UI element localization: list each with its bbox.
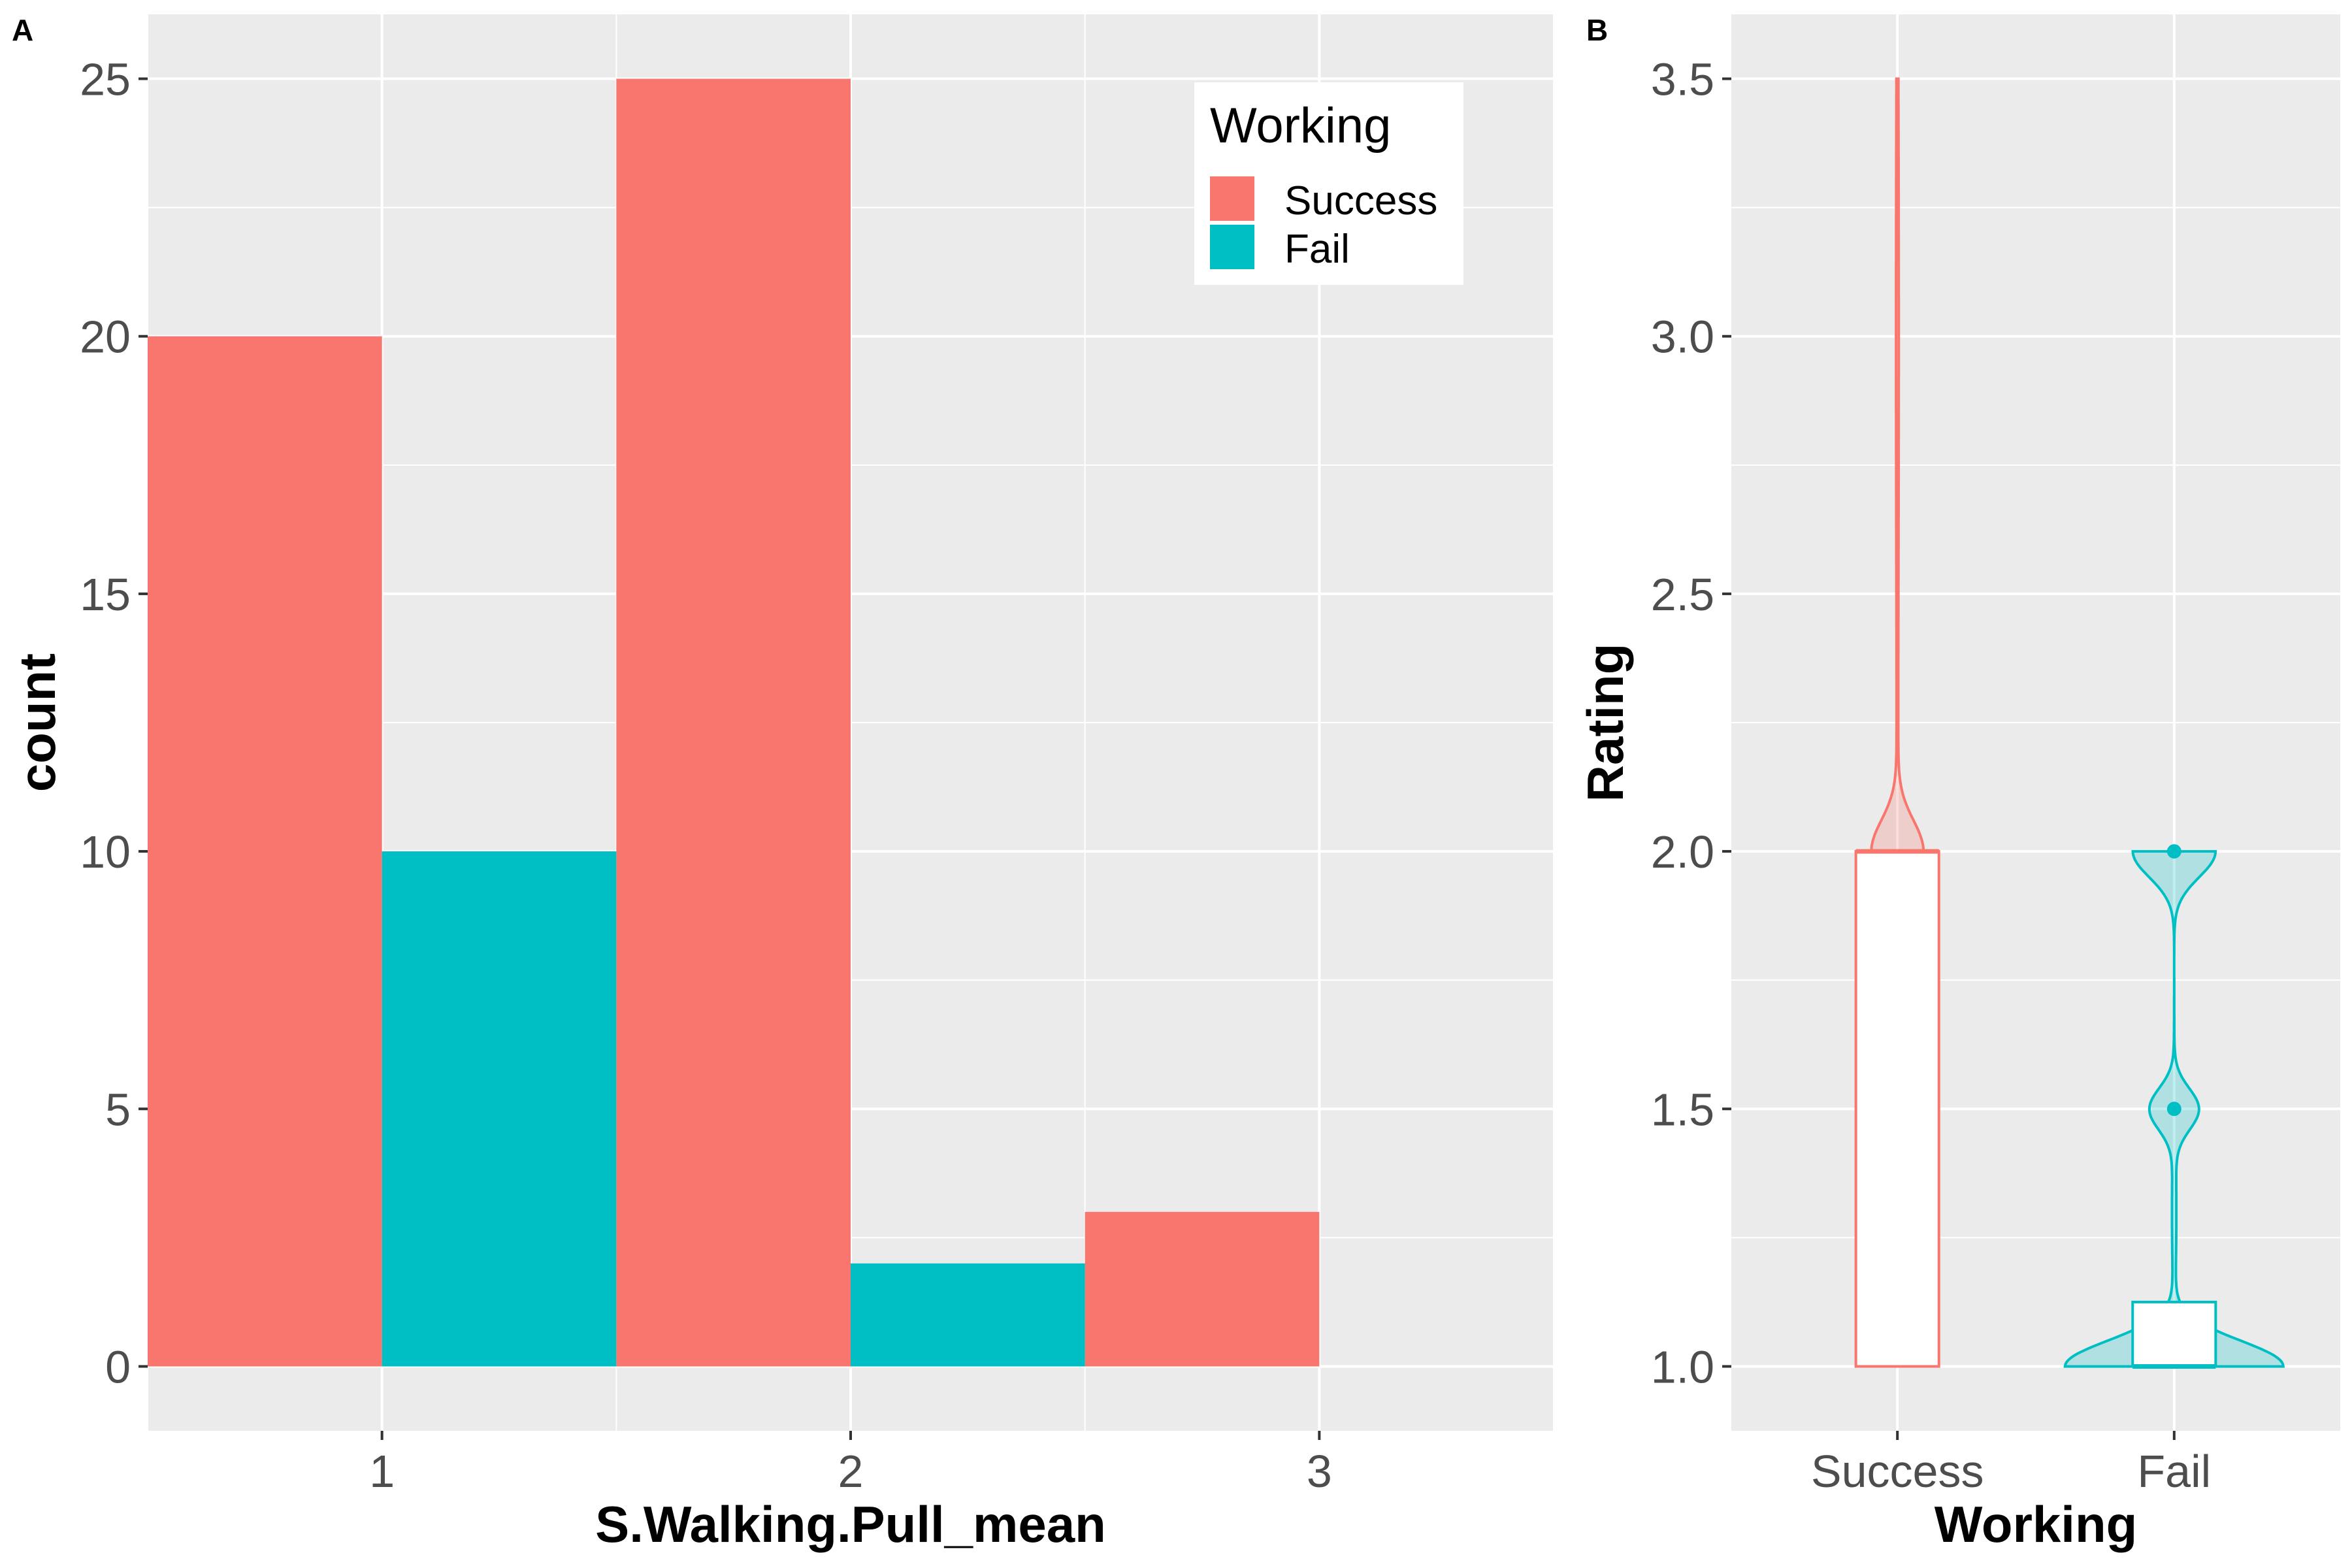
y-tick-label: 1.0	[1651, 1341, 1714, 1392]
panel-a-y-axis: 0 5 10 15 20 25	[80, 54, 148, 1392]
y-tick-label: 25	[80, 54, 131, 105]
x-tick-label: Success	[1811, 1446, 1984, 1497]
legend-key-fail	[1210, 225, 1254, 269]
x-tick-label: 3	[1307, 1446, 1332, 1497]
panel-b-x-axis: Success Fail	[1811, 1431, 2211, 1497]
legend: Working Success Fail	[1194, 82, 1463, 285]
bar-fail-2	[851, 1263, 1085, 1367]
box-success	[1854, 850, 1940, 1368]
panel-a-tag: A	[12, 13, 33, 47]
y-tick-label: 2.0	[1651, 826, 1714, 877]
legend-label-fail: Fail	[1284, 227, 1350, 272]
panel-a-y-axis-title: count	[8, 653, 66, 792]
panel-b-violins	[1854, 77, 2285, 1369]
y-tick-label: 15	[80, 569, 131, 620]
box-fail	[2131, 1300, 2217, 1368]
legend-key-success	[1210, 176, 1254, 221]
panel-b-grid	[1731, 14, 2340, 1431]
y-tick-label: 5	[105, 1084, 131, 1135]
bar-success-2	[616, 78, 851, 1367]
bar-success-3	[1085, 1211, 1320, 1367]
y-tick-label: 20	[80, 312, 131, 363]
bar-success-1	[148, 336, 382, 1367]
y-tick-label: 0	[105, 1341, 131, 1392]
legend-title: Working	[1210, 98, 1391, 154]
y-tick-label: 2.5	[1651, 569, 1714, 620]
x-tick-label: 1	[369, 1446, 395, 1497]
y-tick-label: 10	[80, 826, 131, 877]
panel-b-y-axis-title: Rating	[1576, 644, 1634, 802]
panel-a-x-axis-title: S.Walking.Pull_mean	[595, 1495, 1106, 1553]
outlier-point-fail	[2166, 844, 2181, 859]
panel-a-bars	[148, 78, 1320, 1367]
panel-b-x-axis-title: Working	[1935, 1495, 2138, 1553]
y-tick-label: 3.0	[1651, 312, 1714, 363]
panel-b-tag: B	[1586, 13, 1608, 47]
legend-label-success: Success	[1284, 178, 1437, 223]
x-tick-label: 2	[838, 1446, 864, 1497]
panel-a-x-axis: 1 2 3	[369, 1431, 1332, 1497]
y-tick-label: 3.5	[1651, 54, 1714, 105]
y-tick-label: 1.5	[1651, 1084, 1714, 1135]
x-tick-label: Fail	[2137, 1446, 2211, 1497]
bar-fail-1	[382, 851, 617, 1367]
panel-b-y-axis: 1.0 1.5 2.0 2.5 3.0 3.5	[1651, 54, 1731, 1392]
outlier-point-fail	[2166, 1102, 2181, 1117]
